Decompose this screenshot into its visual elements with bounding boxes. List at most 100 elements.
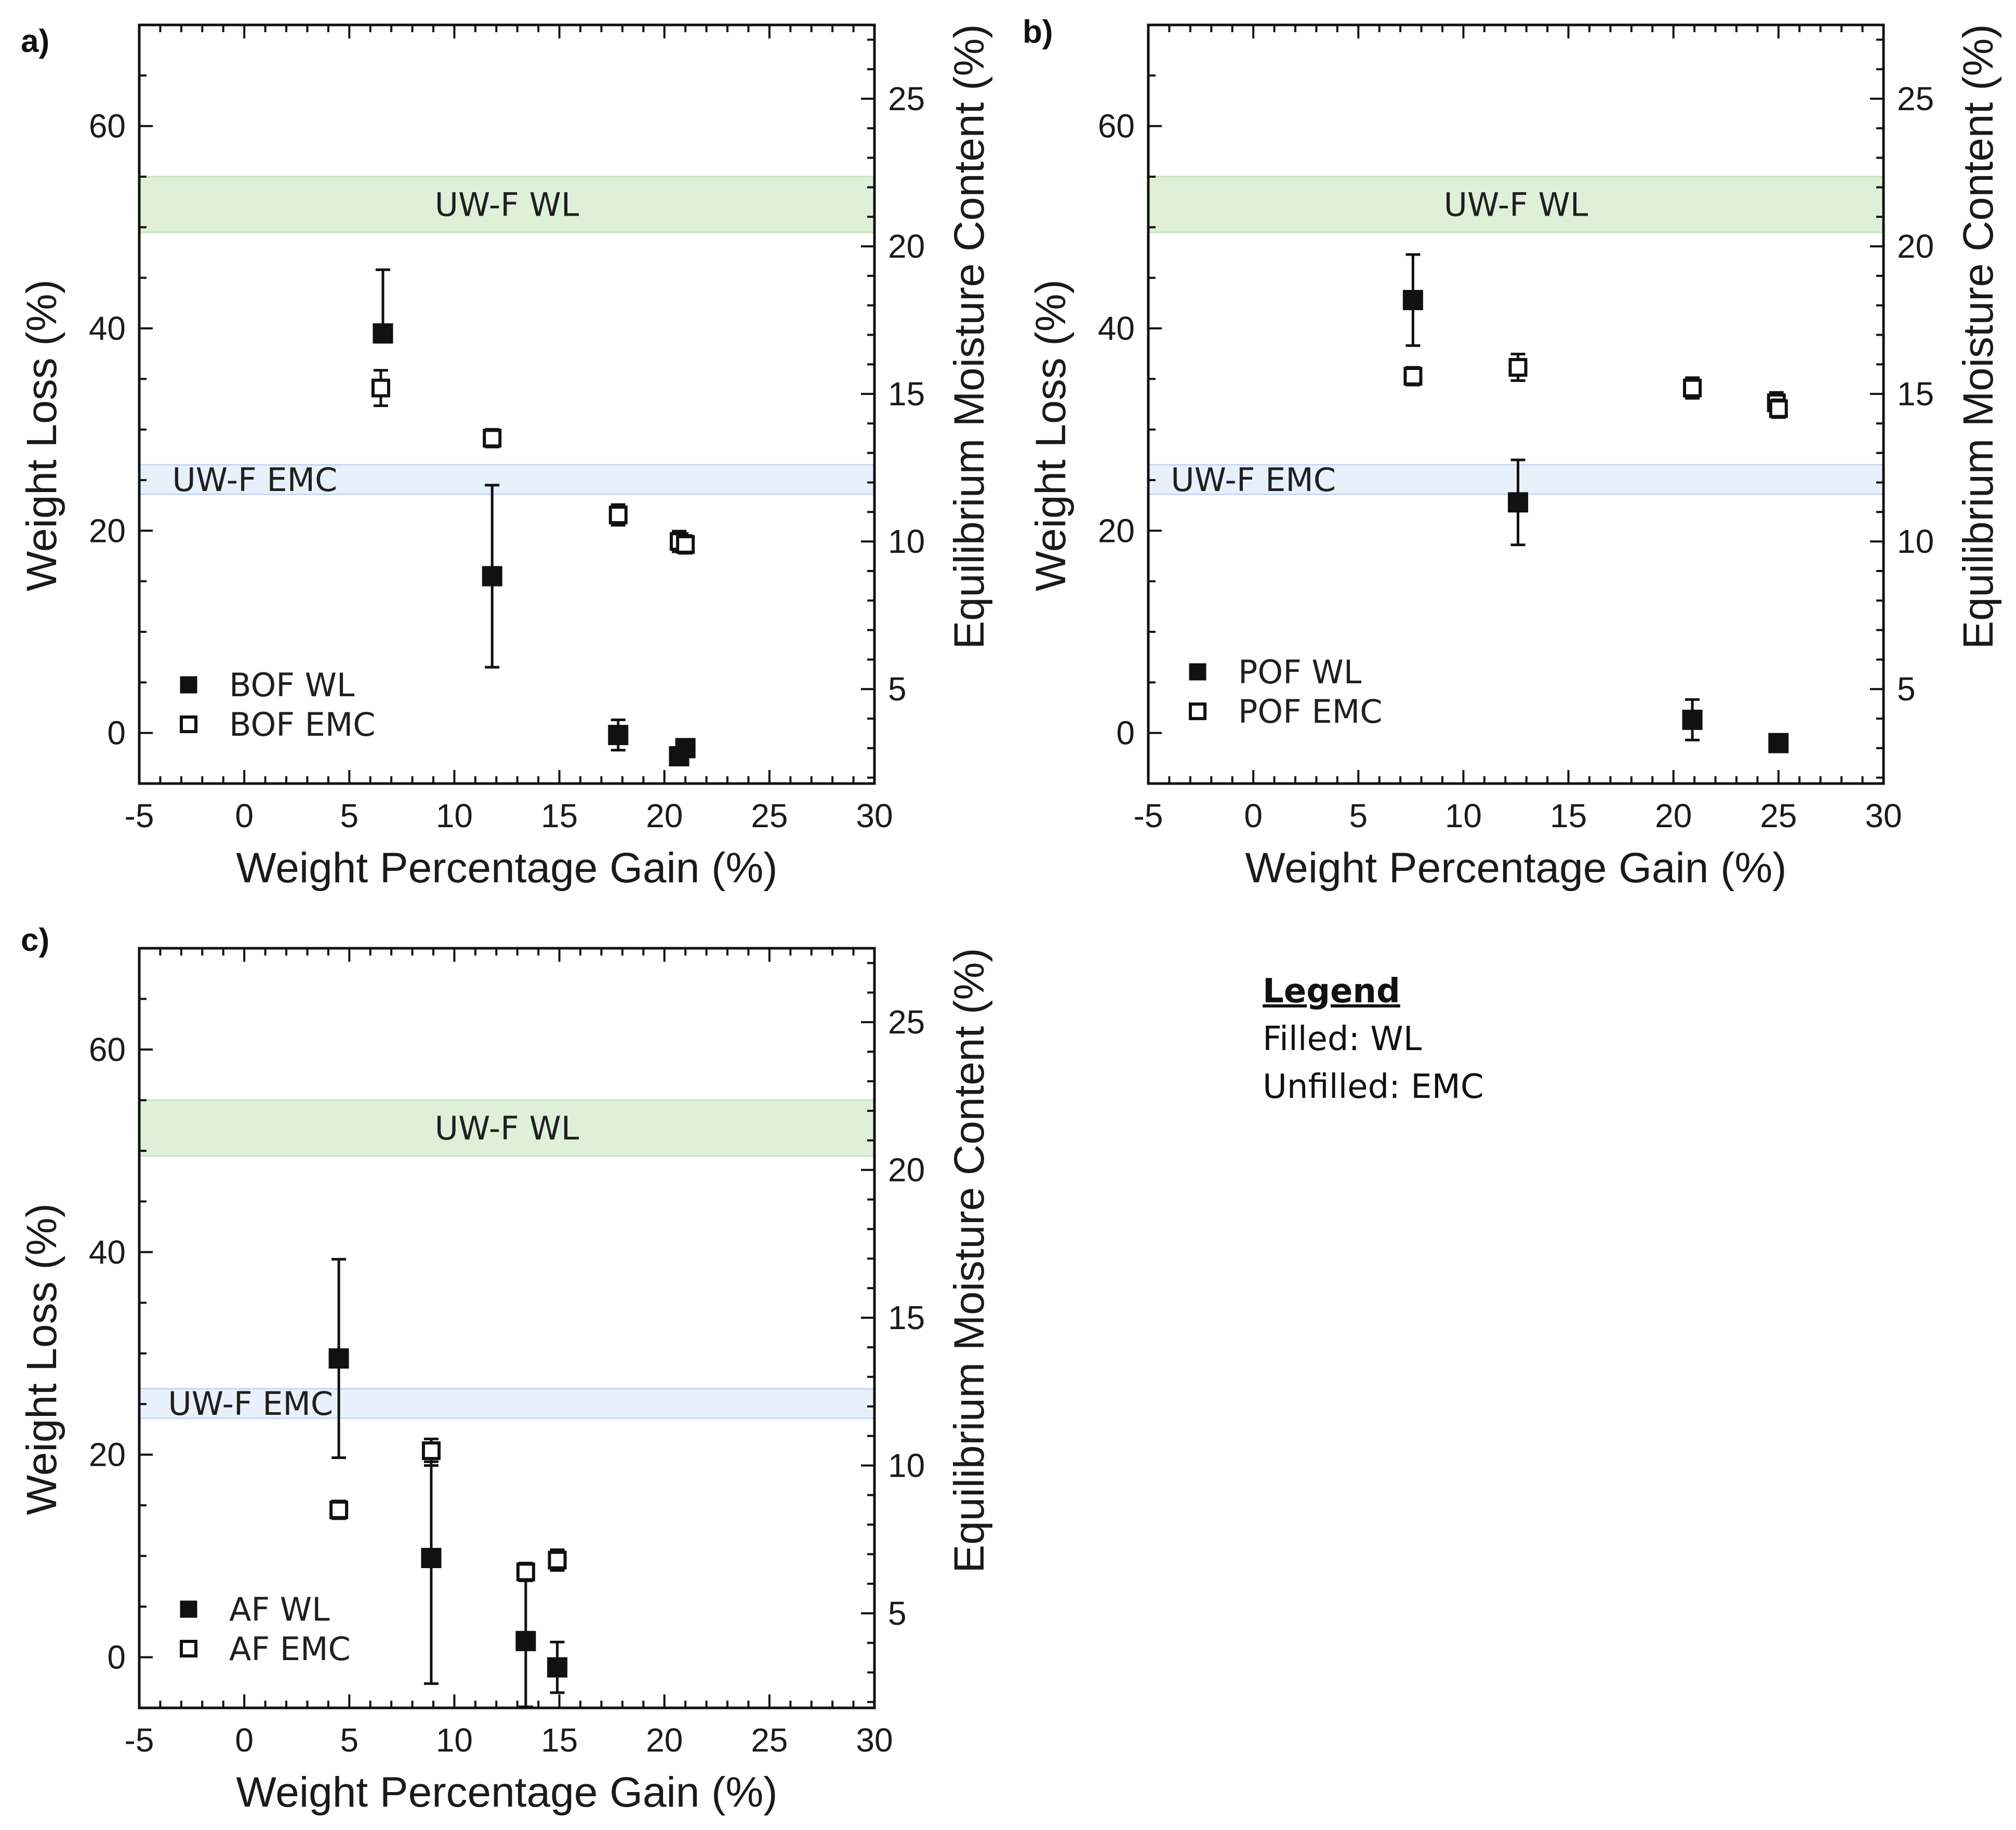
y2-tick-label: 25 xyxy=(888,80,925,117)
y-tick-label: 20 xyxy=(89,1436,126,1474)
wl-point-2 xyxy=(421,1547,442,1568)
x-tick-label: 25 xyxy=(1760,797,1797,834)
legend-marker-filled xyxy=(180,676,197,694)
y-tick-label: 20 xyxy=(1098,512,1135,549)
legend-marker-open xyxy=(180,715,197,733)
y2-axis-title: Equilibrium Moisture Content (%) xyxy=(946,24,993,649)
x-axis-title: Weight Percentage Gain (%) xyxy=(1245,844,1786,892)
y-tick-label: 20 xyxy=(89,512,126,549)
chart-panel-3: c) UW-F WL UW-F EMC -5 0 5 10 15 20 25 30 0 20 40 60 5 1… xyxy=(18,922,993,1816)
emc-band-label: UW-F EMC xyxy=(1171,461,1336,499)
x-tick-label: 5 xyxy=(340,1721,359,1759)
y2-tick-label: 15 xyxy=(888,1299,925,1336)
plot-frame xyxy=(138,947,876,1709)
legend-label-wl: BOF WL xyxy=(229,666,355,704)
wl-point-2 xyxy=(1508,492,1529,513)
y-axis-title: Weight Loss (%) xyxy=(1027,280,1075,591)
x-tick-label: 20 xyxy=(1655,797,1692,834)
wl-band-label: UW-F WL xyxy=(435,1109,579,1147)
emc-point-4 xyxy=(548,1550,567,1570)
legend-label-emc: AF EMC xyxy=(229,1630,351,1668)
y2-tick-label: 20 xyxy=(888,228,925,265)
wl-point-4 xyxy=(1768,733,1789,753)
x-axis-title: Weight Percentage Gain (%) xyxy=(236,844,777,892)
y-tick-label: 60 xyxy=(1098,108,1135,145)
y-tick-label: 0 xyxy=(107,714,126,752)
x-tick-label: 25 xyxy=(751,797,788,834)
wl-point-3 xyxy=(515,1630,536,1651)
y2-tick-label: 25 xyxy=(1897,80,1934,117)
emc-point-3 xyxy=(608,506,628,525)
y2-tick-label: 25 xyxy=(888,1003,925,1041)
wl-point-2 xyxy=(482,566,502,587)
y-axis-title: Weight Loss (%) xyxy=(18,1203,65,1515)
panel-label: c) xyxy=(21,922,49,958)
x-tick-label: 15 xyxy=(541,1721,578,1759)
legend-marker-filled xyxy=(180,1600,197,1618)
y2-axis-title: Equilibrium Moisture Content (%) xyxy=(1955,24,2002,649)
wl-point-1 xyxy=(328,1348,349,1369)
plot-frame xyxy=(1147,23,1885,785)
chart-panel-1: a) UW-F WL UW-F EMC -5 0 5 10 15 20 25 30 0 20 40 60 5 1… xyxy=(18,23,993,892)
emc-point-5 xyxy=(1769,399,1788,418)
y2-tick-label: 5 xyxy=(888,670,907,708)
wl-reference-band xyxy=(138,176,876,233)
legend-marker-open xyxy=(1189,702,1206,720)
emc-band-label: UW-F EMC xyxy=(172,461,337,499)
emc-point-3 xyxy=(516,1562,535,1582)
emc-band-label: UW-F EMC xyxy=(168,1385,333,1423)
emc-point-1 xyxy=(1403,367,1423,386)
wl-reference-band xyxy=(1147,176,1885,233)
wl-point-1 xyxy=(373,323,393,344)
x-axis-title: Weight Percentage Gain (%) xyxy=(236,1769,777,1816)
x-tick-label: 5 xyxy=(1349,797,1368,834)
y2-tick-label: 15 xyxy=(1897,375,1934,413)
y-tick-label: 40 xyxy=(89,310,126,347)
y2-tick-label: 5 xyxy=(1897,670,1916,708)
wl-point-3 xyxy=(608,725,629,746)
emc-point-2 xyxy=(421,1441,441,1461)
emc-reference-band xyxy=(1147,463,1885,495)
y-tick-label: 40 xyxy=(1098,310,1135,347)
legend-marker-filled xyxy=(1189,663,1206,681)
legend-unfilled-line: Unfilled: EMC xyxy=(1263,1068,1484,1106)
wl-point-3 xyxy=(1682,709,1703,730)
wl-band-label: UW-F WL xyxy=(435,186,579,224)
x-tick-label: 30 xyxy=(856,1721,893,1759)
legend-title: Legend xyxy=(1263,972,1400,1011)
x-tick-label: 30 xyxy=(856,797,893,834)
legend-label-emc: BOF EMC xyxy=(229,706,376,744)
emc-point-2 xyxy=(483,429,502,448)
wl-point-4 xyxy=(547,1657,568,1678)
wl-band-label: UW-F WL xyxy=(1444,186,1588,224)
figure-legend: Legend Filled: WL Unfilled: EMC xyxy=(1263,967,1484,1111)
x-tick-label: 20 xyxy=(646,1721,683,1759)
emc-reference-band xyxy=(138,463,876,495)
y2-tick-label: 10 xyxy=(888,523,925,560)
panel-label: a) xyxy=(21,23,49,59)
y2-axis-title: Equilibrium Moisture Content (%) xyxy=(946,948,993,1573)
x-tick-label: 0 xyxy=(1244,797,1263,834)
y2-tick-label: 20 xyxy=(1897,228,1934,265)
x-tick-label: 10 xyxy=(436,1721,473,1759)
wl-point-1 xyxy=(1402,289,1423,310)
y2-tick-label: 10 xyxy=(888,1447,925,1484)
x-tick-label: -5 xyxy=(1134,797,1163,834)
wl-reference-band xyxy=(138,1099,876,1157)
wl-point-5 xyxy=(675,738,696,759)
y-tick-label: 0 xyxy=(1116,714,1135,752)
legend-label-wl: POF WL xyxy=(1238,653,1362,691)
x-tick-label: 0 xyxy=(235,1721,254,1759)
y-tick-label: 0 xyxy=(107,1639,126,1676)
emc-point-3 xyxy=(1683,378,1702,397)
legend-marker-open xyxy=(180,1640,197,1657)
x-tick-label: -5 xyxy=(125,797,154,834)
y2-tick-label: 10 xyxy=(1897,523,1934,560)
y2-tick-label: 15 xyxy=(888,375,925,413)
y-tick-label: 60 xyxy=(89,108,126,145)
emc-point-2 xyxy=(1508,357,1528,377)
x-tick-label: 25 xyxy=(751,1721,788,1759)
emc-point-1 xyxy=(371,378,390,397)
x-tick-label: 10 xyxy=(1445,797,1482,834)
